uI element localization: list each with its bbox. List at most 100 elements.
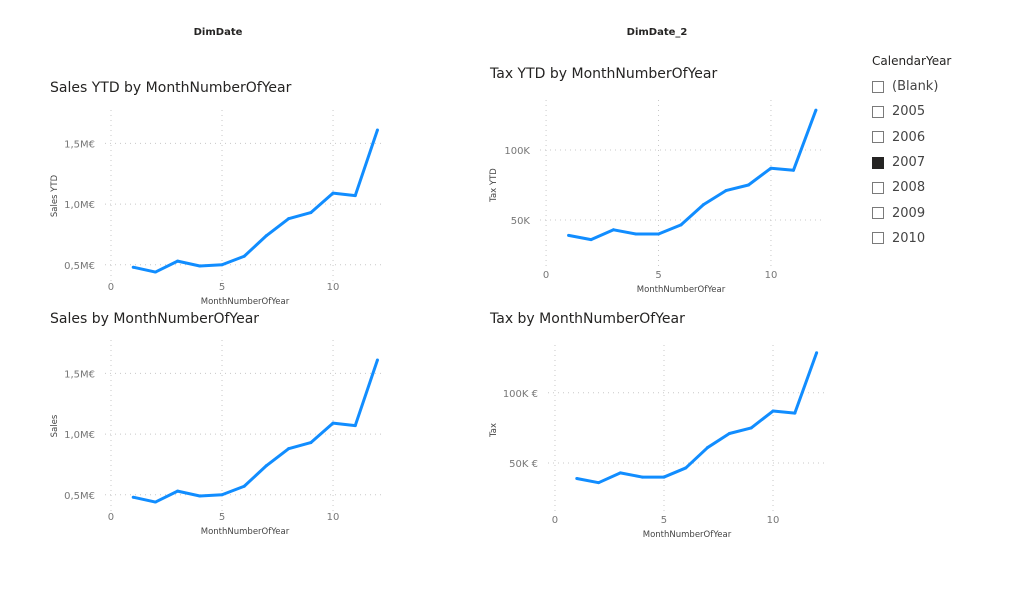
slicer-option-label: 2006 <box>892 129 926 145</box>
data-point[interactable] <box>769 166 773 170</box>
data-point[interactable] <box>353 424 357 428</box>
data-point[interactable] <box>242 254 246 258</box>
x-axis-label: MonthNumberOfYear <box>201 527 290 537</box>
data-point[interactable] <box>375 128 379 132</box>
slicer-option-2008[interactable]: 2008 <box>872 175 951 200</box>
slicer-option-label: 2007 <box>892 155 926 171</box>
data-point[interactable] <box>176 259 180 263</box>
data-point[interactable] <box>771 409 775 413</box>
data-point[interactable] <box>331 191 335 195</box>
y-tick-label: 1,0M€ <box>64 430 95 441</box>
data-point[interactable] <box>727 432 731 436</box>
data-point[interactable] <box>679 223 683 227</box>
data-point[interactable] <box>706 446 710 450</box>
y-axis-label: Tax <box>489 423 499 438</box>
chart-title: Tax by MonthNumberOfYear <box>489 311 685 327</box>
chart-title: Sales YTD by MonthNumberOfYear <box>50 80 292 96</box>
slicer-option-label: (Blank) <box>892 79 939 95</box>
series-line[interactable] <box>132 129 379 274</box>
data-point[interactable] <box>746 183 750 187</box>
y-tick-label: 0,5M€ <box>64 261 95 272</box>
y-tick-label: 1,5M€ <box>64 139 95 150</box>
slicer-option-blank[interactable]: (Blank) <box>872 74 951 99</box>
data-point[interactable] <box>618 471 622 475</box>
slicer-option-label: 2005 <box>892 104 926 120</box>
data-point[interactable] <box>597 481 601 485</box>
checkbox[interactable] <box>872 80 884 93</box>
x-tick-label: 5 <box>219 282 225 293</box>
slicer-option-2005[interactable]: 2005 <box>872 99 951 124</box>
y-tick-label: 100K <box>504 146 530 157</box>
slicer-option-label: 2008 <box>892 180 926 196</box>
x-tick-label: 0 <box>108 282 114 293</box>
series-line[interactable] <box>576 352 819 485</box>
x-axis-label: MonthNumberOfYear <box>201 297 290 307</box>
checkbox[interactable] <box>872 207 884 220</box>
y-axis-label: Sales YTD <box>50 174 60 217</box>
y-tick-label: 50K <box>511 216 531 227</box>
header-dimdate: DimDate <box>193 27 243 38</box>
data-point[interactable] <box>153 270 157 274</box>
series-line[interactable] <box>568 109 818 242</box>
x-tick-label: 5 <box>655 270 661 281</box>
data-point[interactable] <box>176 489 180 493</box>
data-point[interactable] <box>749 426 753 430</box>
x-tick-label: 5 <box>661 515 667 526</box>
data-point[interactable] <box>220 263 224 267</box>
data-point[interactable] <box>131 265 135 269</box>
data-point[interactable] <box>791 168 795 172</box>
slicer-option-label: 2010 <box>892 230 926 246</box>
data-point[interactable] <box>131 495 135 499</box>
data-point[interactable] <box>309 441 313 445</box>
y-tick-label: 100K € <box>503 389 538 400</box>
data-point[interactable] <box>287 217 291 221</box>
slicer-option-2009[interactable]: 2009 <box>872 200 951 225</box>
slicer-option-2010[interactable]: 2010 <box>872 226 951 251</box>
data-point[interactable] <box>662 475 666 479</box>
data-point[interactable] <box>242 484 246 488</box>
data-point[interactable] <box>220 493 224 497</box>
checkbox[interactable] <box>872 156 884 169</box>
data-point[interactable] <box>701 203 705 207</box>
data-point[interactable] <box>657 232 661 236</box>
data-point[interactable] <box>814 108 818 112</box>
data-point[interactable] <box>287 447 291 451</box>
line-chart-3: Sales by MonthNumberOfYear 0 5 10 0,5M€ 1,0M€… <box>50 311 385 537</box>
data-point[interactable] <box>724 189 728 193</box>
data-point[interactable] <box>589 238 593 242</box>
data-point[interactable] <box>198 264 202 268</box>
line-chart-1: Sales YTD by MonthNumberOfYear 0 5 10 0,5M€ 1… <box>50 80 385 307</box>
calendar-year-slicer: CalendarYear (Blank) 2005 2006 2007 2008 2009… <box>872 54 951 251</box>
data-point[interactable] <box>793 411 797 415</box>
series-line[interactable] <box>132 359 379 504</box>
data-point[interactable] <box>264 464 268 468</box>
data-point[interactable] <box>309 211 313 215</box>
data-point[interactable] <box>375 358 379 362</box>
data-point[interactable] <box>331 421 335 425</box>
header-dimdate-2: DimDate_2 <box>626 27 688 38</box>
data-point[interactable] <box>198 494 202 498</box>
data-point[interactable] <box>640 475 644 479</box>
data-point[interactable] <box>575 476 579 480</box>
data-point[interactable] <box>815 351 819 355</box>
checkbox[interactable] <box>872 181 884 194</box>
slicer-option-2006[interactable]: 2006 <box>872 125 951 150</box>
x-tick-label: 0 <box>108 512 114 523</box>
data-point[interactable] <box>634 232 638 236</box>
checkbox[interactable] <box>872 105 884 118</box>
data-point[interactable] <box>567 233 571 237</box>
checkbox[interactable] <box>872 232 884 245</box>
checkbox[interactable] <box>872 131 884 144</box>
x-tick-label: 10 <box>327 282 340 293</box>
y-tick-label: 0,5M€ <box>64 491 95 502</box>
slicer-option-2007[interactable]: 2007 <box>872 150 951 175</box>
x-tick-label: 0 <box>552 515 558 526</box>
data-point[interactable] <box>684 466 688 470</box>
x-tick-label: 0 <box>543 270 549 281</box>
data-point[interactable] <box>612 228 616 232</box>
data-point[interactable] <box>353 194 357 198</box>
data-point[interactable] <box>153 500 157 504</box>
data-point[interactable] <box>264 234 268 238</box>
x-tick-label: 10 <box>327 512 340 523</box>
